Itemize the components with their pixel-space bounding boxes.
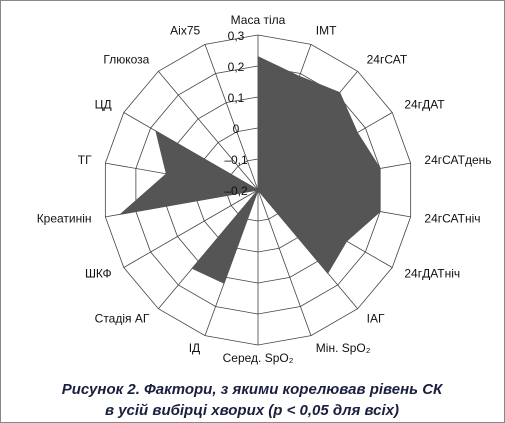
r-tick-label: 0,3 xyxy=(228,29,245,43)
category-label: 24гДАТ xyxy=(404,98,445,112)
data-area xyxy=(118,55,381,284)
category-label: Серед. SpO₂ xyxy=(223,351,294,365)
spoke xyxy=(158,71,259,191)
category-label: 24гСАТдень xyxy=(424,153,491,167)
r-tick-label: 0,2 xyxy=(228,60,245,74)
category-label: ЦД xyxy=(95,98,112,112)
caption: в усій вибірці хворих (p < 0,05 для всіх… xyxy=(105,402,399,419)
category-label: Маса тіла xyxy=(231,13,286,27)
category-label: Мін. SpO₂ xyxy=(316,341,371,355)
category-label: Креатинін xyxy=(37,212,92,226)
r-tick-label: –0,2 xyxy=(224,184,248,198)
category-label: 24гСАТ xyxy=(367,53,408,67)
spoke xyxy=(257,189,312,336)
caption: Рисунок 2. Фактори, з якими корелював рі… xyxy=(62,381,444,398)
category-label: ІАГ xyxy=(367,312,385,326)
r-tick-label: 0,1 xyxy=(228,91,245,105)
category-label: ШКФ xyxy=(85,267,112,281)
r-tick-label: –0,1 xyxy=(224,153,248,167)
category-label: 24гСАТніч xyxy=(424,212,480,226)
category-label: Aix75 xyxy=(170,23,200,37)
category-label: ТГ xyxy=(78,153,92,167)
category-label: ІМТ xyxy=(316,23,337,37)
category-label: 24гДАТніч xyxy=(404,267,460,281)
r-tick-label: 0 xyxy=(233,122,240,136)
spoke xyxy=(123,189,259,268)
spoke xyxy=(204,44,259,191)
category-label: Стадія АГ xyxy=(95,312,150,326)
category-label: Глюкоза xyxy=(103,53,149,67)
category-label: ІД xyxy=(189,341,200,355)
